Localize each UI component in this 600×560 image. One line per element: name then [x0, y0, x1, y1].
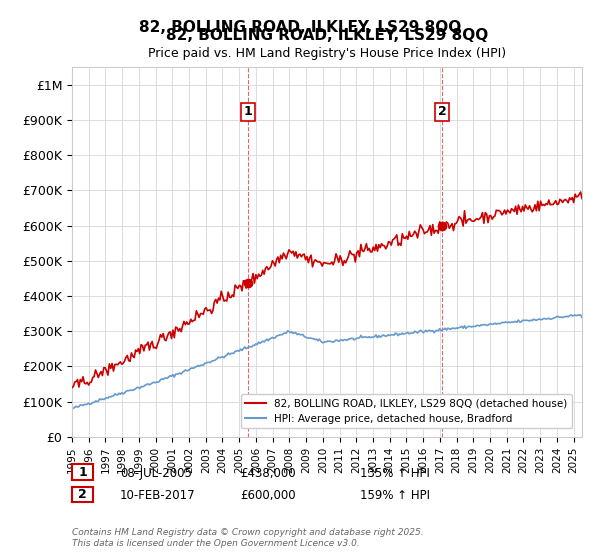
Text: 82, BOLLING ROAD, ILKLEY, LS29 8QQ: 82, BOLLING ROAD, ILKLEY, LS29 8QQ: [166, 28, 488, 43]
Text: 135% ↑ HPI: 135% ↑ HPI: [360, 466, 430, 480]
Text: 08-JUL-2005: 08-JUL-2005: [120, 466, 192, 480]
Text: Price paid vs. HM Land Registry's House Price Index (HPI): Price paid vs. HM Land Registry's House …: [148, 47, 506, 60]
Text: 10-FEB-2017: 10-FEB-2017: [120, 489, 196, 502]
Text: 2: 2: [78, 488, 87, 501]
Text: 82, BOLLING ROAD, ILKLEY, LS29 8QQ: 82, BOLLING ROAD, ILKLEY, LS29 8QQ: [139, 20, 461, 35]
Text: £438,000: £438,000: [240, 466, 296, 480]
Text: Contains HM Land Registry data © Crown copyright and database right 2025.
This d: Contains HM Land Registry data © Crown c…: [72, 528, 424, 548]
Text: £600,000: £600,000: [240, 489, 296, 502]
Text: 1: 1: [78, 465, 87, 479]
Text: 159% ↑ HPI: 159% ↑ HPI: [360, 489, 430, 502]
Text: 1: 1: [244, 105, 253, 118]
Legend: 82, BOLLING ROAD, ILKLEY, LS29 8QQ (detached house), HPI: Average price, detache: 82, BOLLING ROAD, ILKLEY, LS29 8QQ (deta…: [241, 394, 572, 428]
Text: 2: 2: [437, 105, 446, 118]
